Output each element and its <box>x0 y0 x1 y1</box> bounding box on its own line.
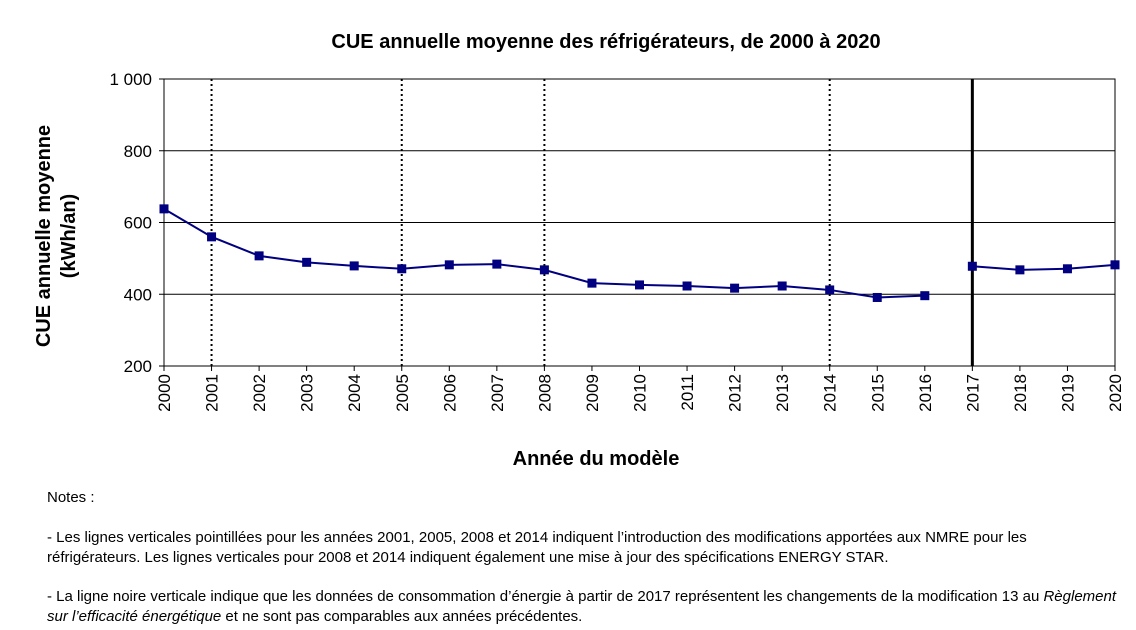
x-tick-label-2004: 2004 <box>345 374 364 412</box>
note-solid-line-text-1: - La ligne noire verticale indique que l… <box>47 588 1044 605</box>
data-point-2003 <box>302 257 312 267</box>
data-point-2002 <box>254 251 264 261</box>
series-line-2 <box>972 263 1116 271</box>
y-axis-label: CUE annuelle moyenne (kWh/an) <box>33 125 80 347</box>
note-dotted-lines: - Les lignes verticales pointillées pour… <box>47 529 1027 566</box>
data-point-2011 <box>682 281 692 291</box>
y-tick-label-400: 400 <box>124 285 152 304</box>
x-tick-label-2002: 2002 <box>250 374 269 412</box>
data-point-2004 <box>349 261 359 271</box>
note-solid-line: - La ligne noire verticale indique que l… <box>47 587 1117 627</box>
data-point-2015 <box>872 292 882 302</box>
x-axis-ticks: 2000 2001 2002 2003 2004 2005 2006 2007 2008 2009… <box>155 366 1125 412</box>
data-point-2019 <box>1062 264 1072 274</box>
vertical-markers <box>210 79 974 366</box>
regulation-title: Règlement sur l’efficacité énergétique <box>47 588 1117 625</box>
series-markers <box>159 204 1120 302</box>
x-tick-label-2010: 2010 <box>631 374 650 412</box>
y-axis-label-line-1: CUE annuelle moyenne <box>33 125 55 347</box>
data-point-2009 <box>587 278 597 288</box>
data-point-2006 <box>444 260 454 270</box>
data-point-2001 <box>207 232 217 242</box>
data-point-2016 <box>920 291 930 301</box>
data-point-2000 <box>159 204 169 214</box>
x-tick-label-2016: 2016 <box>916 374 935 412</box>
data-point-2012 <box>730 283 740 293</box>
data-point-2018 <box>1015 265 1025 275</box>
data-point-2005 <box>397 264 407 274</box>
y-axis-label-line-2: (kWh/an) <box>58 194 80 278</box>
y-axis-ticks: 200 400 600 800 1 000 <box>109 70 164 376</box>
y-tick-label-1000: 1 000 <box>109 70 152 89</box>
data-point-2008 <box>539 265 549 275</box>
note-solid-line-text-2: et ne sont pas comparables aux années pr… <box>221 608 583 625</box>
notes-heading: Notes : <box>47 489 95 506</box>
data-point-2020 <box>1110 260 1120 270</box>
x-axis-label: Année du modèle <box>513 448 680 470</box>
x-tick-label-2014: 2014 <box>821 374 840 412</box>
data-point-2014 <box>825 285 835 295</box>
data-point-2013 <box>777 281 787 291</box>
x-tick-label-2008: 2008 <box>535 374 554 412</box>
x-tick-label-2019: 2019 <box>1058 374 1077 412</box>
x-tick-label-2007: 2007 <box>488 374 507 412</box>
x-tick-label-2006: 2006 <box>440 374 459 412</box>
x-tick-label-2015: 2015 <box>868 374 887 412</box>
data-point-2007 <box>492 259 502 269</box>
x-tick-label-2000: 2000 <box>155 374 174 412</box>
notes-section: Notes : - Les lignes verticales pointill… <box>47 488 1117 627</box>
x-tick-label-2009: 2009 <box>583 374 602 412</box>
x-tick-label-2018: 2018 <box>1011 374 1030 412</box>
x-tick-label-2020: 2020 <box>1106 374 1125 412</box>
y-tick-label-800: 800 <box>124 142 152 161</box>
x-tick-label-2003: 2003 <box>298 374 317 412</box>
y-tick-label-200: 200 <box>124 357 152 376</box>
x-tick-label-2017: 2017 <box>963 374 982 412</box>
y-tick-label-600: 600 <box>124 214 152 233</box>
x-tick-label-2005: 2005 <box>393 374 412 412</box>
x-tick-label-2012: 2012 <box>726 374 745 412</box>
x-tick-label-2011: 2011 <box>678 374 697 411</box>
line-chart: CUE annuelle moyenne des réfrigérateurs,… <box>33 31 1125 470</box>
data-point-2010 <box>635 280 644 290</box>
x-tick-label-2013: 2013 <box>773 374 792 412</box>
x-tick-label-2001: 2001 <box>203 374 222 412</box>
chart-title: CUE annuelle moyenne des réfrigérateurs,… <box>331 31 880 53</box>
data-point-2017 <box>967 261 977 271</box>
